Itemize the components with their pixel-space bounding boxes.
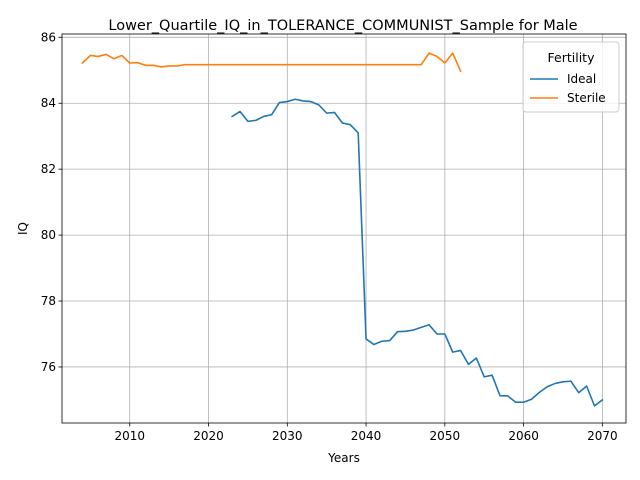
y-tick-label: 84 bbox=[41, 96, 56, 110]
series-line-ideal bbox=[231, 98, 604, 407]
series-line-sterile bbox=[81, 52, 462, 73]
x-tick-label: 2030 bbox=[272, 429, 303, 443]
x-tick-label: 2050 bbox=[430, 429, 461, 443]
plot-frame bbox=[61, 33, 627, 424]
legend-box bbox=[522, 41, 620, 113]
series-layer bbox=[81, 52, 604, 407]
y-axis: 76 78 80 82 84 86 bbox=[41, 30, 62, 374]
y-tick-label: 86 bbox=[41, 30, 56, 44]
x-tick-label: 2040 bbox=[351, 429, 382, 443]
chart-title: Lower_Quartile_IQ_in_TOLERANCE_COMMUNIST… bbox=[108, 18, 577, 34]
x-tick-label: 2020 bbox=[193, 429, 224, 443]
y-tick-label: 82 bbox=[41, 162, 56, 176]
x-axis-label: Years bbox=[327, 451, 360, 465]
x-tick-label: 2060 bbox=[508, 429, 539, 443]
y-axis-label: IQ bbox=[16, 222, 30, 235]
y-tick-label: 80 bbox=[41, 228, 56, 242]
legend: Fertility Ideal Sterile bbox=[522, 41, 620, 113]
x-tick-label: 2070 bbox=[587, 429, 618, 443]
legend-title: Fertility bbox=[548, 50, 596, 65]
x-axis: 2010 2020 2030 2040 2050 2060 2070 bbox=[114, 423, 618, 443]
y-tick-label: 78 bbox=[41, 294, 56, 308]
legend-label-sterile: Sterile bbox=[567, 91, 606, 105]
y-tick-label: 76 bbox=[41, 360, 56, 374]
x-tick-label: 2010 bbox=[114, 429, 145, 443]
legend-label-ideal: Ideal bbox=[567, 72, 596, 86]
